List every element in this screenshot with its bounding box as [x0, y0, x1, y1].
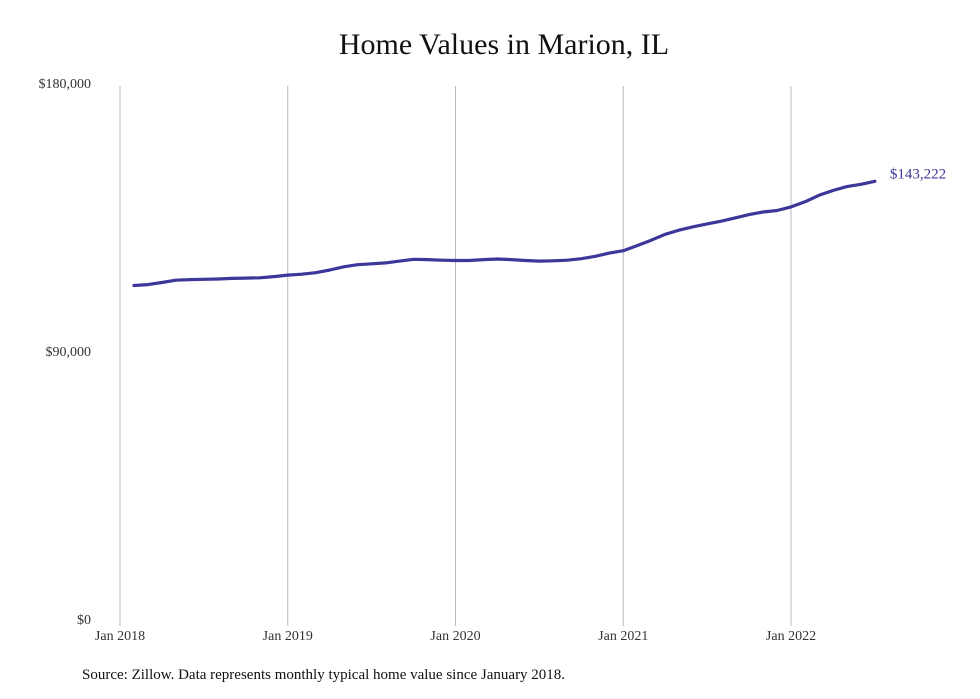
source-note: Source: Zillow. Data represents monthly …: [82, 667, 566, 683]
y-tick-label: $180,000: [39, 77, 92, 92]
chart-title: Home Values in Marion, IL: [338, 28, 670, 61]
x-tick-label: Jan 2022: [766, 629, 816, 644]
line-chart: Jan 2018 Jan 2019 Jan 2020 Jan 2021 Jan 2022…: [39, 77, 947, 644]
x-tick-label: Jan 2018: [95, 629, 145, 644]
x-tick-label: Jan 2021: [598, 629, 648, 644]
y-tick-label: $0: [77, 613, 91, 628]
y-tick-label: $90,000: [46, 345, 92, 360]
x-tick-label: Jan 2019: [263, 629, 313, 644]
series-line: [132, 179, 877, 288]
end-value-label: $143,222: [890, 166, 946, 182]
x-tick-label: Jan 2020: [430, 629, 480, 644]
